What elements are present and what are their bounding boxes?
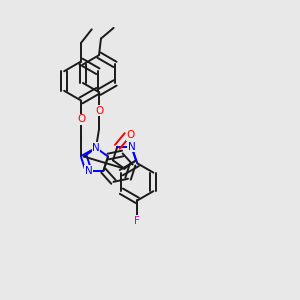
Text: O: O: [127, 130, 135, 140]
Text: O: O: [77, 114, 85, 124]
Text: N: N: [85, 166, 92, 176]
Text: N: N: [128, 142, 135, 152]
Text: N: N: [92, 143, 100, 153]
Text: O: O: [95, 106, 103, 116]
Text: F: F: [134, 216, 140, 226]
